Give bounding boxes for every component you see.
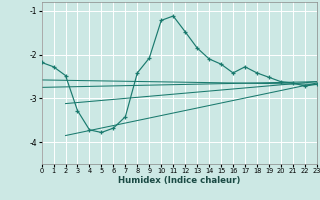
X-axis label: Humidex (Indice chaleur): Humidex (Indice chaleur)	[118, 176, 240, 185]
